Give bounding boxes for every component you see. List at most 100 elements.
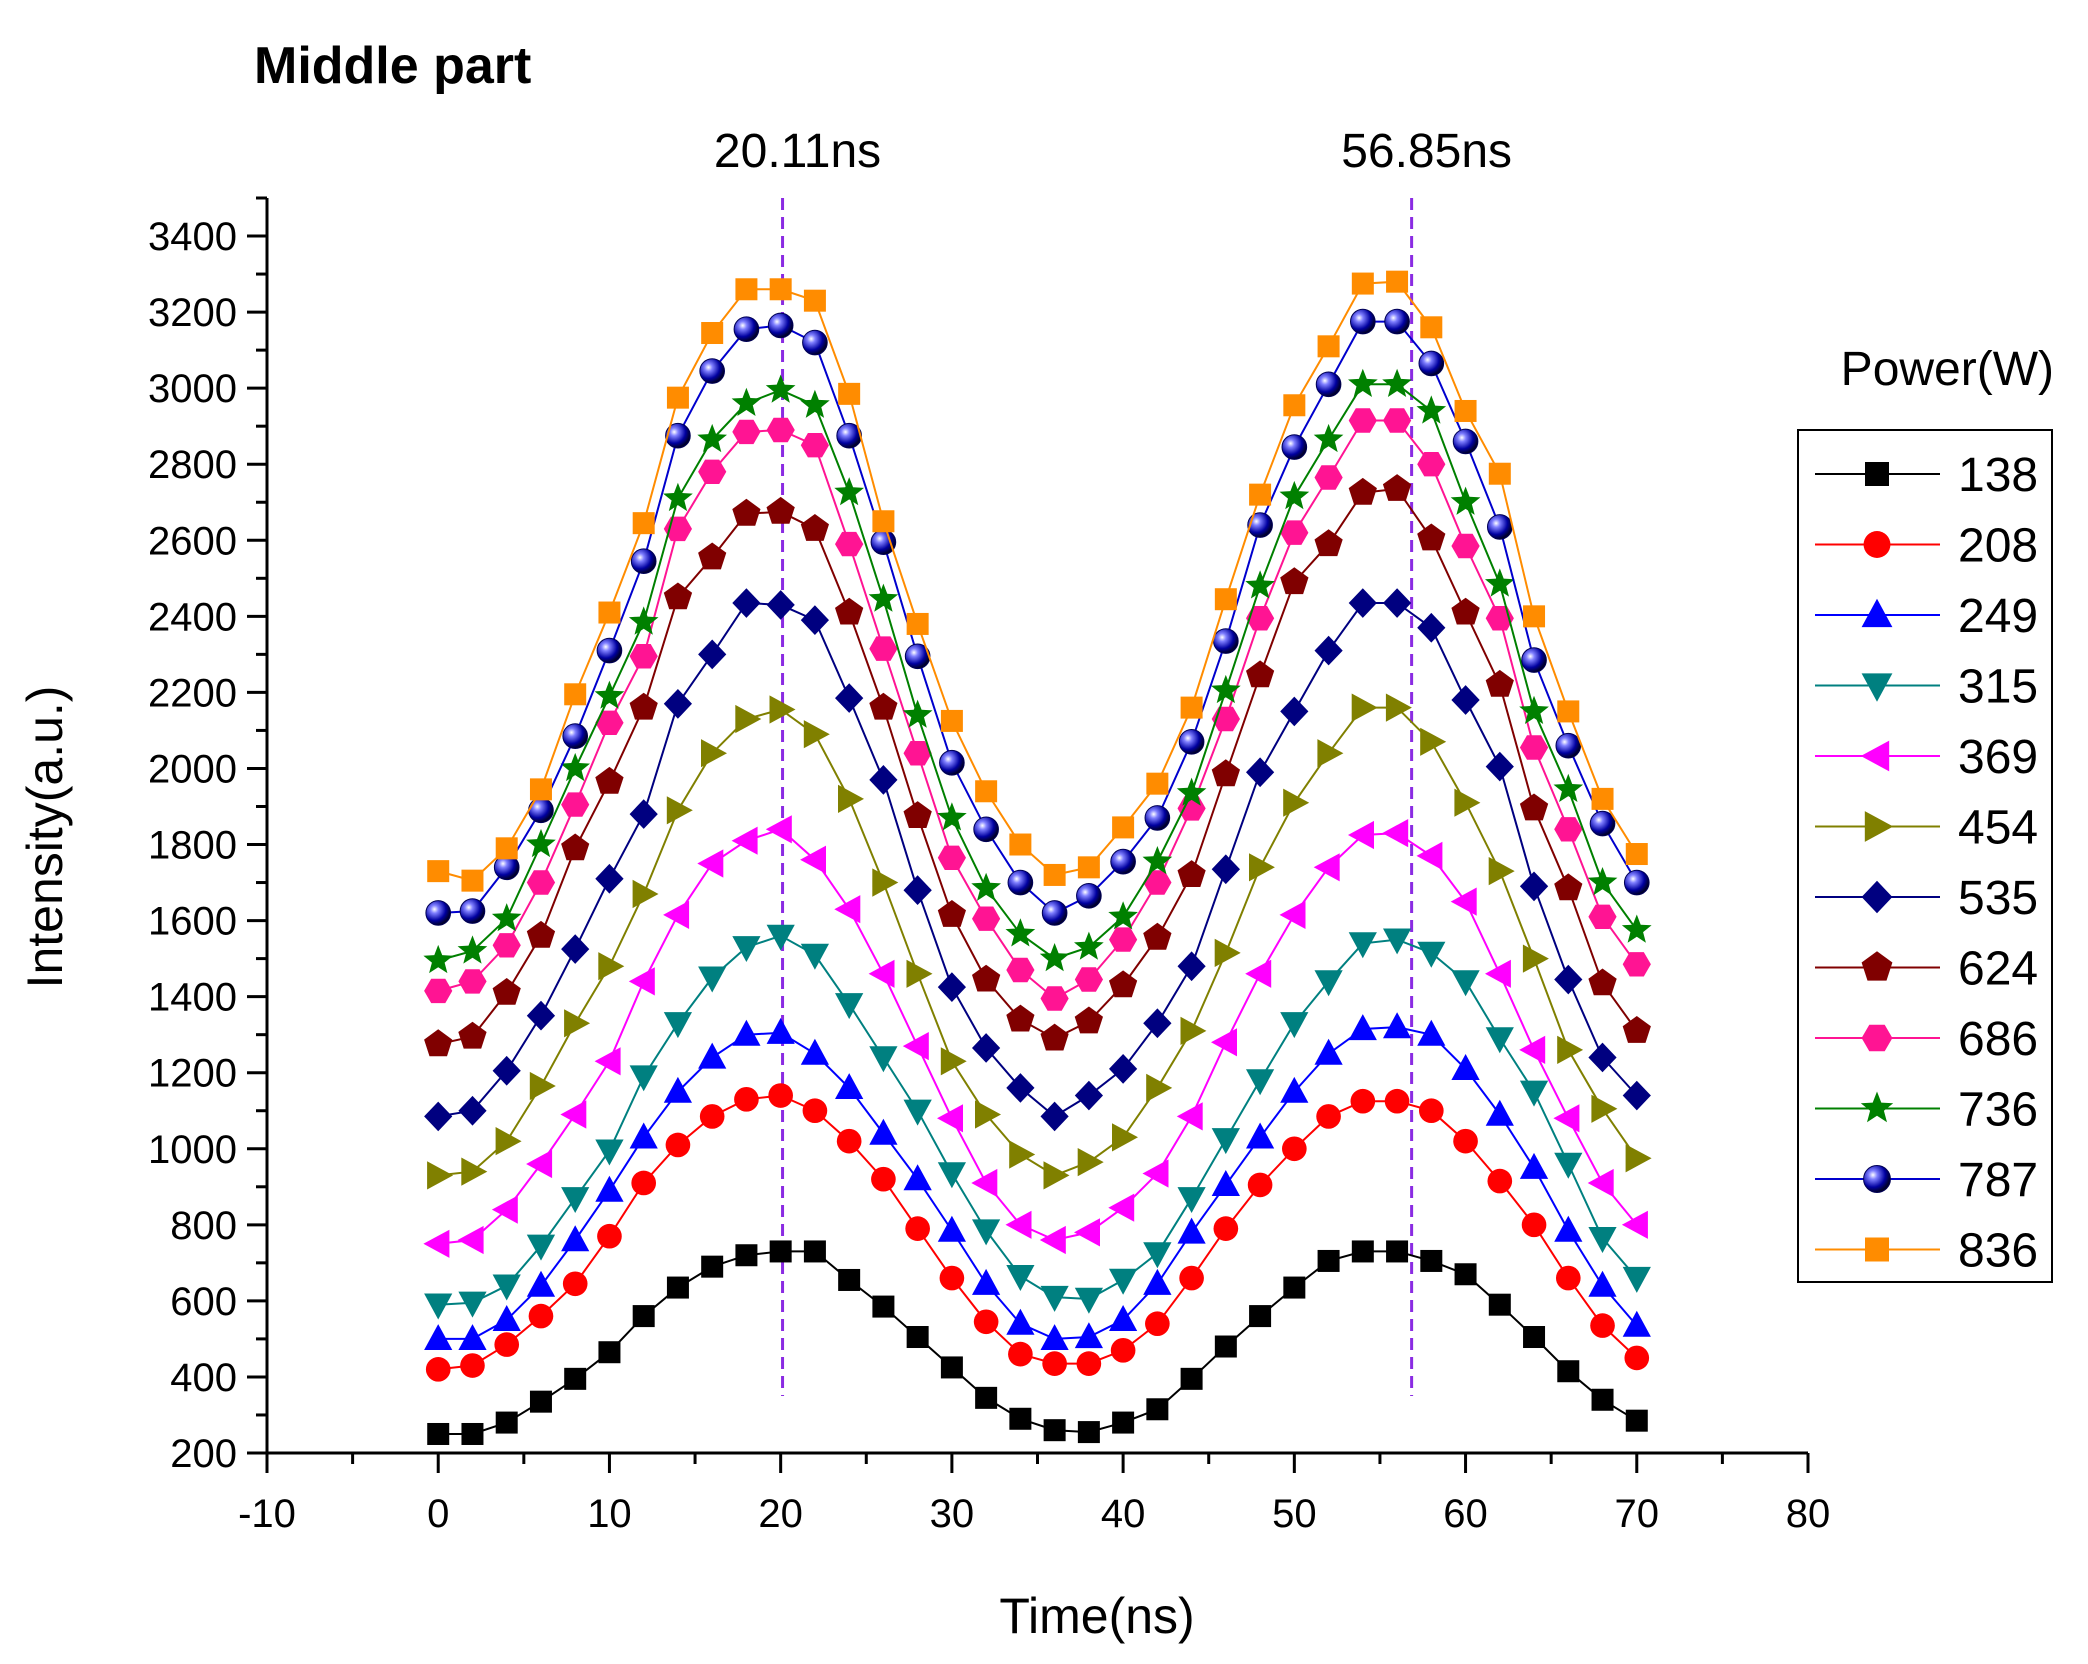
data-point-208 xyxy=(905,1216,930,1241)
data-point-138 xyxy=(1146,1398,1168,1420)
x-tick-label: 0 xyxy=(427,1492,449,1536)
data-point-836 xyxy=(1318,335,1340,357)
legend-label: 836 xyxy=(1958,1225,2038,1278)
data-point-787 xyxy=(1487,515,1512,540)
data-point-138 xyxy=(633,1305,655,1327)
data-point-836 xyxy=(530,778,552,800)
data-point-787 xyxy=(974,817,999,842)
data-point-836 xyxy=(1249,484,1271,506)
data-point-208 xyxy=(631,1171,656,1196)
legend-marker xyxy=(1864,531,1891,558)
data-point-138 xyxy=(1489,1294,1511,1316)
data-point-138 xyxy=(667,1277,689,1299)
data-point-836 xyxy=(1146,773,1168,795)
data-point-787 xyxy=(1008,870,1033,895)
data-point-138 xyxy=(975,1387,997,1409)
data-point-787 xyxy=(1214,629,1239,654)
data-point-787 xyxy=(1316,372,1341,397)
data-point-836 xyxy=(1009,834,1031,856)
legend-marker xyxy=(1864,1166,1891,1193)
y-axis-title: Intensity(a.u.) xyxy=(17,686,73,989)
data-point-787 xyxy=(1624,870,1649,895)
data-point-138 xyxy=(1249,1305,1271,1327)
y-tick-label: 2800 xyxy=(148,443,237,487)
y-tick-label: 2600 xyxy=(148,519,237,563)
data-point-208 xyxy=(734,1087,759,1112)
y-tick-label: 1600 xyxy=(148,900,237,944)
data-point-787 xyxy=(1111,849,1136,874)
data-point-836 xyxy=(496,837,518,859)
annotation-label: 56.85ns xyxy=(1341,125,1512,178)
data-point-208 xyxy=(494,1332,519,1357)
legend-label: 736 xyxy=(1958,1084,2038,1137)
data-point-208 xyxy=(1487,1169,1512,1194)
data-point-208 xyxy=(1248,1173,1273,1198)
data-point-208 xyxy=(563,1271,588,1296)
data-point-208 xyxy=(768,1083,793,1108)
y-tick-label: 400 xyxy=(170,1356,237,1400)
data-point-208 xyxy=(1385,1089,1410,1114)
data-point-787 xyxy=(700,359,725,384)
data-point-836 xyxy=(907,613,929,635)
x-tick-label: 70 xyxy=(1615,1492,1660,1536)
data-point-138 xyxy=(1352,1240,1374,1262)
data-point-787 xyxy=(803,330,828,355)
data-point-787 xyxy=(1590,811,1615,836)
data-point-836 xyxy=(1557,700,1579,722)
data-point-836 xyxy=(1420,316,1442,338)
data-point-138 xyxy=(1112,1412,1134,1434)
data-point-138 xyxy=(1181,1368,1203,1390)
data-point-208 xyxy=(1282,1136,1307,1161)
data-point-138 xyxy=(530,1391,552,1413)
data-point-138 xyxy=(838,1269,860,1291)
data-point-787 xyxy=(597,638,622,663)
data-point-787 xyxy=(1419,351,1444,376)
legend-label: 138 xyxy=(1958,449,2038,502)
data-point-208 xyxy=(597,1224,622,1249)
y-tick-label: 600 xyxy=(170,1280,237,1324)
data-point-836 xyxy=(770,278,792,300)
data-point-787 xyxy=(1282,435,1307,460)
data-point-836 xyxy=(701,322,723,344)
data-point-208 xyxy=(803,1098,828,1123)
data-point-836 xyxy=(461,870,483,892)
data-point-138 xyxy=(804,1240,826,1262)
data-point-138 xyxy=(564,1368,586,1390)
x-tick-label: 60 xyxy=(1443,1492,1488,1536)
data-point-836 xyxy=(1044,864,1066,886)
data-point-208 xyxy=(940,1266,965,1291)
data-point-836 xyxy=(735,278,757,300)
data-point-208 xyxy=(1008,1342,1033,1367)
data-point-787 xyxy=(871,530,896,555)
y-tick-label: 1800 xyxy=(148,824,237,868)
data-point-836 xyxy=(804,290,826,312)
data-point-138 xyxy=(872,1296,894,1318)
data-point-208 xyxy=(1419,1098,1444,1123)
data-point-208 xyxy=(1624,1346,1649,1371)
data-point-208 xyxy=(1453,1129,1478,1154)
y-tick-label: 200 xyxy=(170,1432,237,1476)
data-point-836 xyxy=(1215,588,1237,610)
y-tick-label: 1400 xyxy=(148,976,237,1020)
data-point-836 xyxy=(1352,273,1374,295)
legend-label: 624 xyxy=(1958,943,2038,996)
data-point-138 xyxy=(1215,1336,1237,1358)
x-tick-label: 50 xyxy=(1272,1492,1317,1536)
data-point-138 xyxy=(701,1256,723,1278)
data-point-138 xyxy=(598,1341,620,1363)
legend-label: 454 xyxy=(1958,802,2038,855)
legend-label: 686 xyxy=(1958,1013,2038,1066)
legend-label: 535 xyxy=(1958,872,2038,925)
data-point-787 xyxy=(563,724,588,749)
x-tick-label: -10 xyxy=(238,1492,296,1536)
y-tick-label: 2000 xyxy=(148,747,237,791)
legend-marker xyxy=(1865,1238,1889,1262)
data-point-208 xyxy=(1111,1338,1136,1363)
data-point-836 xyxy=(1181,697,1203,719)
data-point-787 xyxy=(1248,513,1273,538)
data-point-787 xyxy=(734,317,759,342)
legend-marker xyxy=(1865,462,1889,486)
x-tick-label: 20 xyxy=(758,1492,803,1536)
data-point-208 xyxy=(1145,1311,1170,1336)
data-point-208 xyxy=(837,1129,862,1154)
